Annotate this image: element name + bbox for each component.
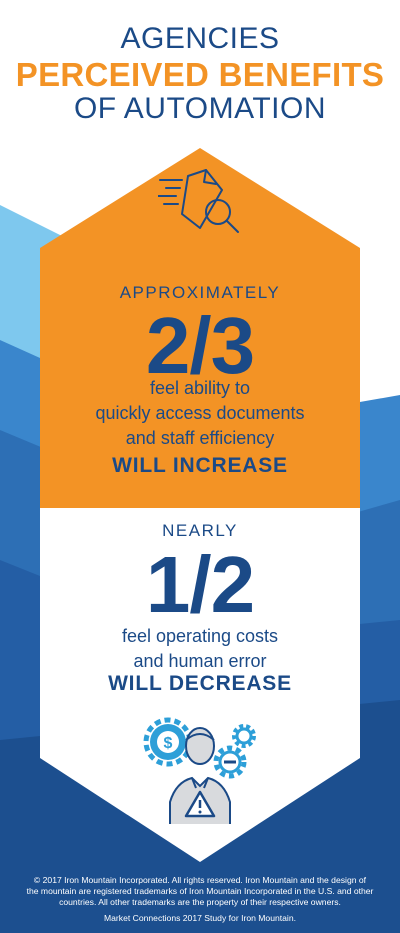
increase-line-3: and staff efficiency <box>125 428 275 448</box>
decrease-value: 1/2 <box>145 540 255 629</box>
title-line-3: OF AUTOMATION <box>73 92 327 125</box>
svg-text:$: $ <box>164 735 173 752</box>
increase-qualifier: APPROXIMATELY <box>119 283 281 302</box>
copyright-line-2: the mountain are registered trademarks o… <box>26 886 374 896</box>
increase-line-1: feel ability to <box>149 378 251 398</box>
document-search-icon <box>158 169 239 233</box>
white-panel <box>40 508 360 862</box>
title-line-1: AGENCIES <box>120 22 280 55</box>
minus-gear-icon <box>213 745 247 779</box>
decrease-emphasis: WILL DECREASE <box>108 672 292 695</box>
dollar-gear-icon: $ <box>143 717 193 767</box>
alert-triangle-icon <box>184 790 216 818</box>
copyright-line-3: countries. All other trademarks are the … <box>59 897 341 907</box>
small-gear-icon <box>232 724 256 748</box>
person-gears-alert-icon: $ <box>143 717 256 824</box>
decrease-line-2: and human error <box>133 651 267 671</box>
source-note: Market Connections 2017 Study for Iron M… <box>103 913 297 923</box>
increase-value: 2/3 <box>145 301 255 390</box>
title-line-2: PERCEIVED BENEFITS <box>15 56 385 93</box>
decrease-qualifier: NEARLY <box>162 521 238 540</box>
increase-line-2: quickly access documents <box>95 403 305 423</box>
copyright-line-1: © 2017 Iron Mountain Incorporated. All r… <box>33 875 367 885</box>
decrease-line-1: feel operating costs <box>121 626 279 646</box>
orange-panel <box>40 148 360 508</box>
increase-emphasis: WILL INCREASE <box>112 454 288 477</box>
